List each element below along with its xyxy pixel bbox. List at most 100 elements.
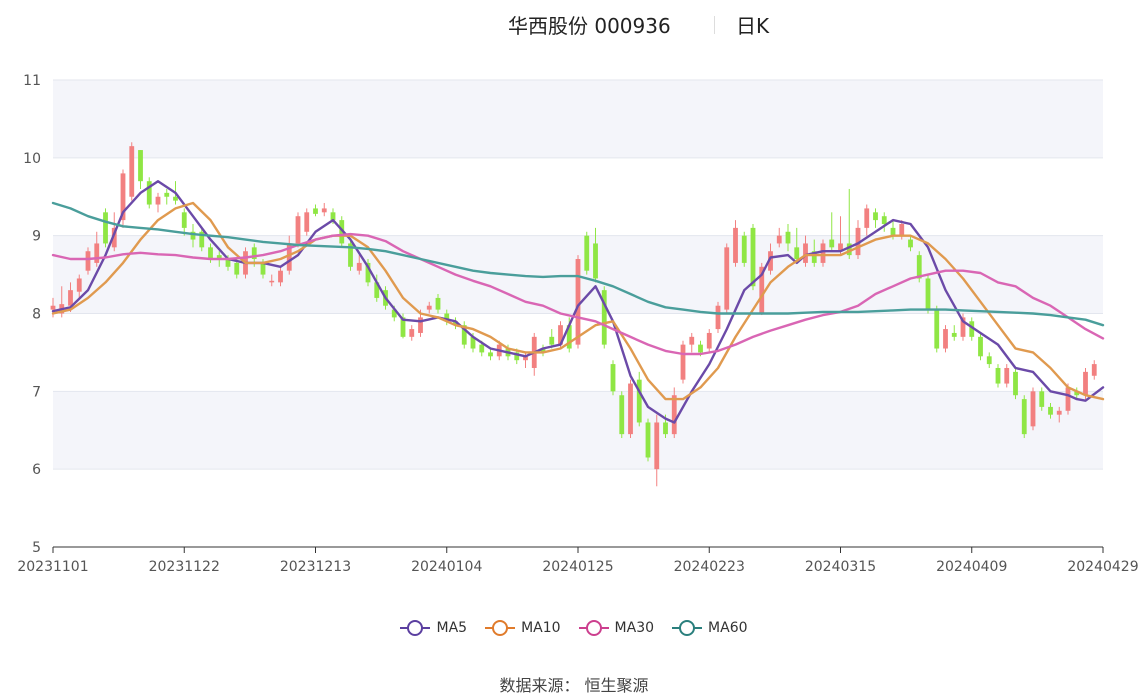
candle-body [260, 262, 266, 275]
candle-body [636, 379, 642, 423]
candle-body [908, 239, 913, 248]
y-tick-label: 6 [32, 462, 41, 478]
candle-body [461, 325, 467, 345]
x-tick-label: 20240409 [936, 559, 1007, 575]
series-line-ma5 [51, 180, 1105, 424]
candle-body [785, 231, 791, 244]
candle-body [391, 309, 397, 318]
legend-item-ma30[interactable]: MA30 [578, 620, 655, 636]
candle-body [111, 227, 117, 248]
candle-body [794, 247, 800, 260]
candle-body [435, 297, 441, 310]
candle-body [1013, 371, 1018, 396]
candle-body [1056, 410, 1062, 415]
legend-label: MA30 [614, 620, 655, 636]
candle-body [453, 321, 458, 326]
legend-item-ma60[interactable]: MA60 [672, 620, 748, 636]
candle-body [671, 395, 677, 435]
candle-body [549, 336, 555, 345]
candle-body [1030, 391, 1036, 427]
series-line-ma60 [51, 201, 1105, 327]
candle-body [418, 317, 423, 333]
candle-body [689, 336, 695, 345]
candle-body [584, 235, 590, 271]
x-tick-label: 20240125 [542, 559, 613, 575]
candle-body [488, 352, 493, 357]
candle-body [523, 356, 528, 361]
x-tick-label: 20240315 [805, 559, 876, 575]
candle-body [1021, 399, 1027, 435]
candle-body [899, 223, 905, 236]
candle-body [864, 208, 870, 228]
candle-body [628, 383, 633, 435]
candle-body [698, 344, 703, 353]
candle-body [768, 251, 773, 271]
candle-body [94, 243, 100, 263]
candle-body [601, 290, 607, 345]
candle-body [733, 227, 738, 263]
candle-body [409, 329, 415, 337]
candle-body [286, 243, 292, 271]
chart-header: 华西股份 000936 日K [0, 8, 1148, 40]
candle-body [1083, 371, 1088, 396]
candle-body [934, 309, 940, 349]
plot-band [53, 80, 1103, 158]
candle-body [199, 231, 205, 248]
candle-body [304, 212, 310, 232]
candle-body [610, 364, 616, 392]
candle-body [829, 239, 835, 248]
legend-marker-icon [672, 620, 703, 636]
x-tick-label: 20231101 [17, 559, 88, 575]
x-tick-label: 20231122 [149, 559, 220, 575]
candle-body [575, 259, 581, 345]
chart-period: 日K [736, 14, 770, 38]
candle-body [216, 255, 222, 260]
candle-body [750, 227, 756, 287]
candle-body [234, 262, 240, 275]
chart-title: 华西股份 000936 [508, 14, 671, 38]
candle-body [68, 290, 73, 306]
candle-body [881, 216, 887, 224]
legend-item-ma5[interactable]: MA5 [400, 620, 467, 636]
candle-body [278, 270, 283, 283]
legend-item-ma10[interactable]: MA10 [485, 620, 561, 636]
plot-band [53, 469, 1103, 547]
candle-body [374, 282, 380, 298]
y-tick-label: 7 [32, 384, 41, 400]
candle-body [330, 212, 336, 221]
candle-body [365, 262, 371, 283]
candle-body [1074, 391, 1080, 396]
legend-label: MA10 [521, 620, 561, 636]
candle-body [173, 196, 178, 201]
candle-body [1004, 367, 1010, 384]
candle-body [776, 235, 782, 244]
candle-body [820, 243, 826, 263]
candle-body [470, 336, 476, 349]
series-line-ma30 [51, 232, 1105, 356]
candle-body [208, 247, 213, 260]
candle-body [103, 212, 108, 244]
candle-body [890, 227, 896, 236]
candle-body [558, 325, 563, 345]
candle-body [225, 259, 231, 267]
candle-body [951, 332, 957, 337]
candle-body [706, 332, 712, 349]
candle-body [85, 251, 91, 271]
candle-body [759, 266, 765, 314]
candle-body [680, 344, 686, 380]
x-tick-label: 20231213 [280, 559, 351, 575]
candle-body [960, 317, 966, 337]
candle-body [120, 173, 126, 221]
candle-body [181, 212, 187, 228]
candle-body [1048, 406, 1053, 415]
candle-body [251, 247, 257, 260]
x-tick-label: 20240223 [674, 559, 745, 575]
candle-body [715, 305, 721, 330]
candle-body [400, 317, 406, 337]
candle-body [1039, 391, 1045, 407]
legend-label: MA5 [436, 620, 468, 636]
candle-body [339, 220, 345, 244]
legend-label: MA60 [708, 620, 748, 636]
